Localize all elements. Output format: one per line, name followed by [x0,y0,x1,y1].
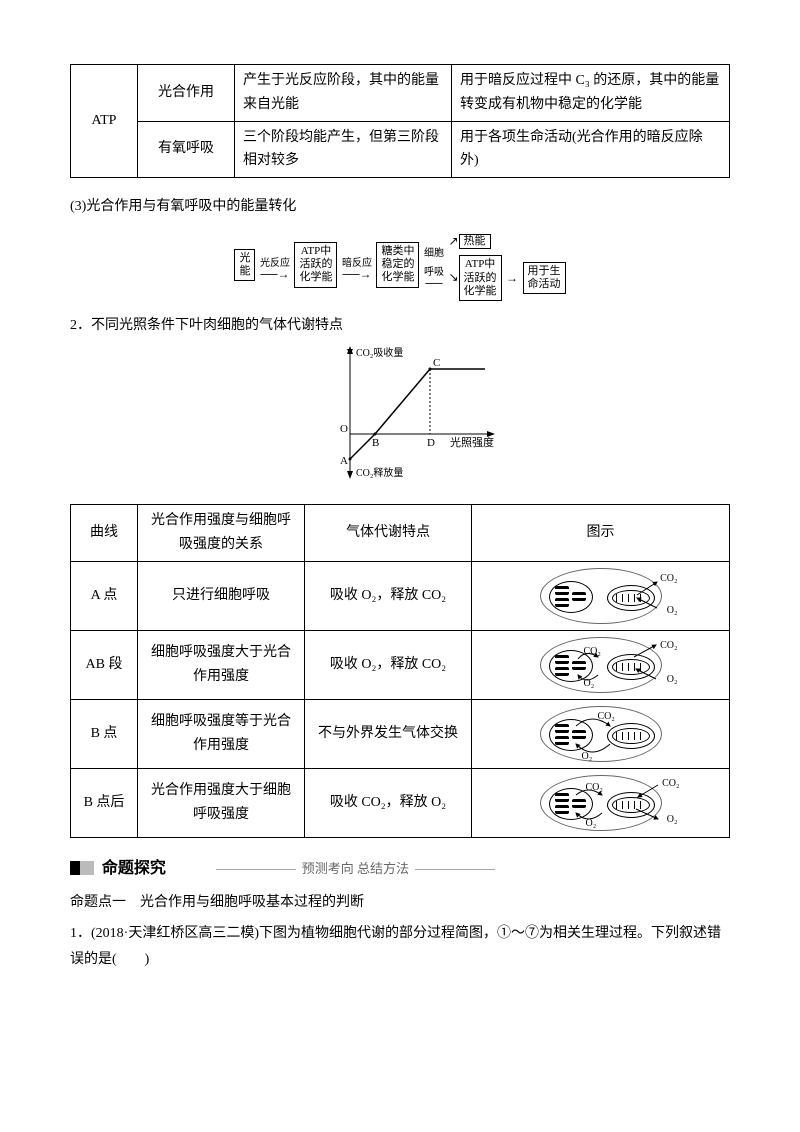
flow-box-light: 光能 [234,249,255,281]
cell-diagram-b: CO₂ O₂ [472,699,730,768]
svg-text:CO₂释放量: CO₂释放量 [356,466,403,479]
atp-rowhead: ATP [71,65,138,178]
section-title: 命题探究 [102,860,166,877]
para-3: (3)光合作用与有氧呼吸中的能量转化 [70,194,730,221]
table-row: AB 段 细胞呼吸强度大于光合作用强度 吸收 O₂，释放 CO₂ CO₂ O₂ … [71,630,730,699]
t2-h3: 气体代谢特点 [305,505,472,562]
t2-h1: 曲线 [71,505,138,562]
question-1: 1．(2018·天津红桥区高三二模)下图为植物细胞代谢的部分过程简图，①～⑦为相… [70,921,730,974]
atp-table: ATP 光合作用 产生于光反应阶段，其中的能量来自光能 用于暗反应过程中 C₃ … [70,64,730,178]
cell-diagram-bplus: CO₂ O₂ O₂ CO₂ [472,768,730,837]
block-icon-2 [80,861,94,875]
table-row: B 点 细胞呼吸强度等于光合作用强度 不与外界发生气体交换 CO₂ O₂ [71,699,730,768]
flow-arrow-2: 暗反应──→ [342,252,372,278]
light-curve-chart: CO₂吸收量 CO₂释放量 光照强度 A O B D C [70,344,730,495]
svg-text:B: B [372,437,379,449]
gas-metabolism-table: 曲线 光合作用强度与细胞呼吸强度的关系 气体代谢特点 图示 A 点 只进行细胞呼… [70,504,730,838]
t2-h4: 图示 [472,505,730,562]
energy-flow-diagram: 光能 光反应──→ ATP中活跃的化学能 暗反应──→ 糖类中稳定的化学能 细胞… [70,229,730,301]
svg-text:A: A [340,455,348,467]
flow-arrow-1: 光反应──→ [260,252,290,278]
t1-r2c3: 用于各项生命活动(光合作用的暗反应除外) [452,121,730,178]
svg-text:CO₂吸收量: CO₂吸收量 [356,346,403,359]
cell-diagram-a: CO₂ O₂ [472,561,730,630]
svg-text:光照强度: 光照强度 [450,435,494,449]
t1-r1c3: 用于暗反应过程中 C₃ 的还原，其中的能量转变成有机物中稳定的化学能 [452,65,730,122]
t1-r1c2: 产生于光反应阶段，其中的能量来自光能 [235,65,452,122]
flow-box-atp2: ATP中活跃的化学能 [459,255,502,301]
svg-text:O: O [340,423,348,435]
flow-box-sugar: 糖类中稳定的化学能 [376,242,419,288]
flow-box-life: 用于生命活动 [523,262,566,294]
table-row: B 点后 光合作用强度大于细胞呼吸强度 吸收 CO₂，释放 O₂ CO₂ O₂ … [71,768,730,837]
cell-diagram-ab: CO₂ O₂ O₂ CO₂ [472,630,730,699]
flow-box-atp1: ATP中活跃的化学能 [294,242,337,288]
flow-arrow-3: 细胞呼吸── [424,242,444,287]
t1-r2c1: 有氧呼吸 [138,121,235,178]
flow-arrow-4: → [506,275,518,282]
svg-text:C: C [433,357,440,369]
table-row: A 点 只进行细胞呼吸 吸收 O₂，释放 CO₂ CO₂ O₂ [71,561,730,630]
para-2: 2．不同光照条件下叶肉细胞的气体代谢特点 [70,313,730,340]
flow-box-heat: 热能 [459,234,491,249]
t1-r2c2: 三个阶段均能产生，但第三阶段相对较多 [235,121,452,178]
t2-h2: 光合作用强度与细胞呼吸强度的关系 [138,505,305,562]
topic-1: 命题点一 光合作用与细胞呼吸基本过程的判断 [70,890,730,917]
svg-text:D: D [427,437,435,449]
t1-r1c1: 光合作用 [138,65,235,122]
section-header: 命题探究 预测考向 总结方法 [70,854,730,884]
